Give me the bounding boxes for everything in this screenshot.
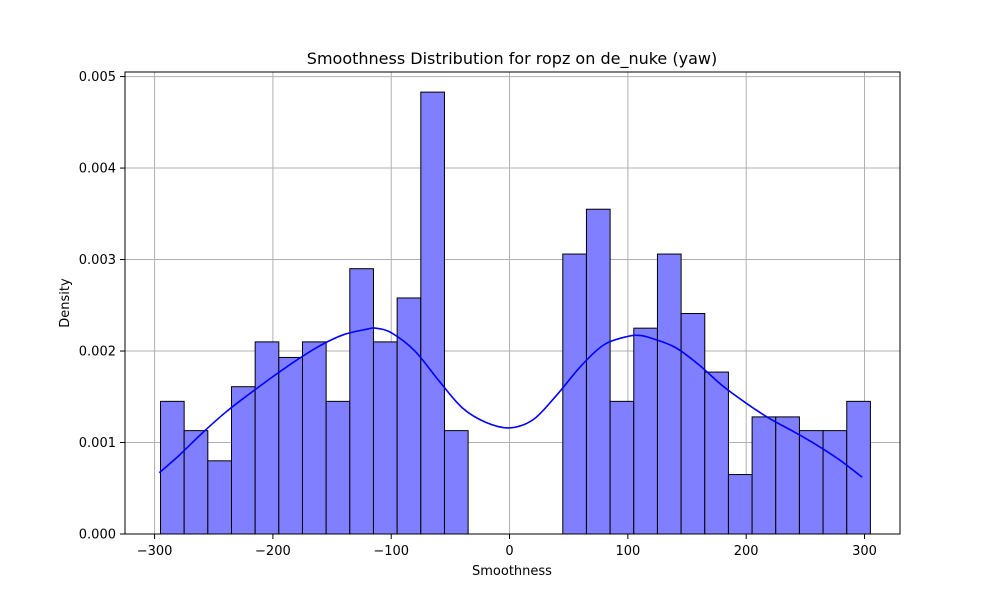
x-tick-label: −100 — [373, 544, 409, 559]
y-tick-label: 0.002 — [79, 345, 116, 360]
histogram-bar — [301, 341, 327, 535]
histogram-bar — [727, 474, 753, 535]
histogram-bar — [372, 341, 398, 535]
histogram-bar — [609, 400, 635, 535]
x-tick-label: 300 — [852, 544, 877, 559]
x-tick-label: 100 — [615, 544, 640, 559]
histogram-bar — [633, 327, 658, 535]
y-axis-label: Density — [58, 278, 73, 328]
histogram-bars — [159, 91, 871, 535]
kde-curve — [158, 327, 863, 478]
histogram-bar — [254, 341, 280, 535]
y-tick-label: 0.003 — [79, 253, 116, 268]
x-tick-label: −300 — [137, 544, 173, 559]
histogram-bar — [349, 268, 374, 535]
x-axis-label: Smoothness — [472, 564, 552, 579]
histogram-bar — [585, 208, 611, 535]
histogram-bar — [822, 430, 848, 535]
histogram-bar — [396, 297, 422, 535]
plot-frame — [124, 71, 901, 535]
histogram-bar — [775, 416, 800, 535]
histogram-bar — [680, 313, 706, 535]
histogram-bar — [420, 91, 445, 535]
y-tick-label: 0.004 — [79, 162, 116, 177]
y-tick-label: 0.005 — [79, 70, 116, 85]
histogram-bar — [207, 460, 232, 535]
histogram-bar — [704, 371, 729, 535]
y-tick-label: 0.000 — [79, 528, 116, 543]
histogram-bar — [656, 253, 682, 535]
x-axis-ticks: −300 −200 −100 0 100 200 300 — [137, 534, 877, 559]
chart-title: Smoothness Distribution for ropz on de_n… — [307, 49, 717, 69]
histogram-bar — [278, 356, 303, 535]
x-tick-label: 0 — [505, 544, 513, 559]
histogram-bar — [325, 400, 351, 535]
histogram-bar — [562, 253, 587, 535]
histogram-bar — [443, 430, 469, 535]
x-tick-label: 200 — [734, 544, 759, 559]
x-tick-label: −200 — [255, 544, 291, 559]
y-tick-label: 0.001 — [79, 436, 116, 451]
histogram-bar — [230, 386, 256, 535]
histogram-bar — [751, 416, 777, 535]
y-axis-ticks: 0.000 0.001 0.002 0.003 0.004 0.005 — [79, 70, 125, 543]
